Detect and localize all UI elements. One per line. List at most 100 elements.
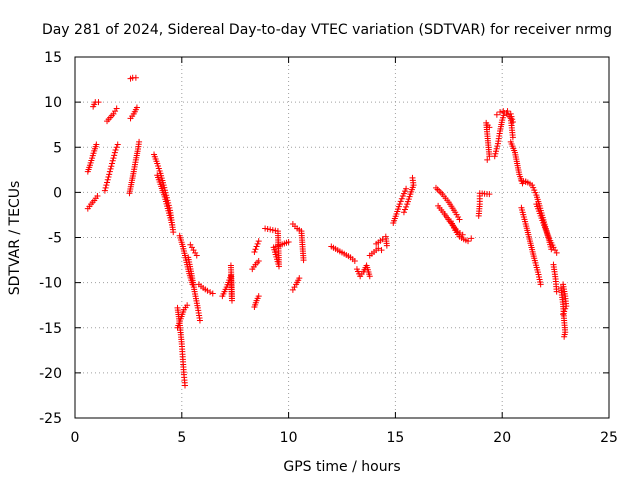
data-point-marker xyxy=(132,74,139,81)
y-axis-title: SDTVAR / TECUs xyxy=(7,181,23,296)
data-point-marker xyxy=(500,108,507,115)
data-point-marker xyxy=(492,150,499,157)
data-point-marker xyxy=(468,235,475,242)
data-point-marker xyxy=(553,288,560,295)
data-point-marker xyxy=(133,104,140,111)
y-tick-label: 0 xyxy=(53,185,62,201)
data-point-marker xyxy=(112,146,119,153)
data-point-marker xyxy=(105,174,112,181)
data-point-marker xyxy=(253,243,260,250)
series-arc-11 xyxy=(174,304,189,389)
series-arc-25 xyxy=(353,262,373,280)
series-arc-27 xyxy=(373,233,390,249)
data-point-marker xyxy=(486,124,493,131)
data-point-marker xyxy=(252,246,259,253)
series-arc-10 xyxy=(154,172,176,228)
series-arc-40 xyxy=(533,201,560,256)
data-point-marker xyxy=(110,155,117,162)
series-arc-29 xyxy=(400,174,417,216)
data-point-marker xyxy=(465,238,472,245)
data-point-marker xyxy=(93,141,100,148)
data-point-marker xyxy=(296,275,303,282)
data-point-marker xyxy=(104,176,111,183)
data-point-marker xyxy=(113,105,120,112)
data-point-marker xyxy=(94,192,101,199)
series-arc-30 xyxy=(432,184,463,223)
series-arc-17 xyxy=(219,262,235,304)
data-point-marker xyxy=(509,116,516,123)
data-point-marker xyxy=(397,198,404,205)
data-point-marker xyxy=(400,209,407,216)
series-arc-37 xyxy=(507,138,529,187)
series-arc-32 xyxy=(447,218,475,245)
data-point-marker xyxy=(108,163,115,170)
series-arc-18 xyxy=(251,293,262,310)
series-arc-01 xyxy=(84,192,101,212)
data-point-marker xyxy=(375,245,382,252)
data-point-marker xyxy=(491,153,498,160)
series-arc-43 xyxy=(560,281,570,318)
data-point-marker xyxy=(509,134,516,141)
series-arc-15 xyxy=(187,241,200,259)
data-point-marker xyxy=(193,252,200,259)
y-tick-label: -20 xyxy=(39,366,62,382)
data-point-marker xyxy=(403,203,410,210)
data-point-marker xyxy=(182,382,189,389)
data-point-marker xyxy=(107,165,114,172)
data-point-marker xyxy=(497,109,504,116)
y-tick-label: 15 xyxy=(44,50,62,66)
series-arc-07 xyxy=(127,104,140,122)
data-point-marker xyxy=(251,248,258,255)
series-arc-39 xyxy=(518,204,544,288)
x-tick-label: 10 xyxy=(280,430,298,446)
series-arc-19 xyxy=(249,257,262,273)
data-point-marker xyxy=(402,206,409,213)
data-point-marker xyxy=(104,179,111,186)
data-point-marker xyxy=(366,273,373,280)
series-arc-16 xyxy=(195,281,216,297)
data-point-marker xyxy=(262,225,269,232)
data-point-marker xyxy=(272,227,279,234)
data-point-marker xyxy=(184,302,191,309)
data-point-marker xyxy=(169,221,176,228)
series-arc-33 xyxy=(475,190,493,219)
data-point-marker xyxy=(204,287,211,294)
y-tick-label: -25 xyxy=(39,411,62,427)
series-arc-34 xyxy=(483,119,493,163)
data-point-marker xyxy=(560,311,567,318)
x-tick-labels: 0 5 10 15 20 25 xyxy=(71,430,618,446)
data-point-marker xyxy=(114,141,121,148)
data-point-marker xyxy=(493,148,500,155)
series-arc-23 xyxy=(289,220,307,264)
data-point-marker xyxy=(113,144,120,151)
data-point-marker xyxy=(456,216,463,223)
data-point-marker xyxy=(267,226,274,233)
series-arc-26 xyxy=(366,245,385,259)
data-point-marker xyxy=(484,156,491,163)
series-arc-02 xyxy=(84,141,100,175)
x-tick-label: 25 xyxy=(600,430,618,446)
data-point-marker xyxy=(136,138,143,145)
data-point-marker xyxy=(109,157,116,164)
x-tick-label: 5 xyxy=(177,430,186,446)
series-arc-14 xyxy=(185,254,203,324)
data-point-marker xyxy=(207,289,214,296)
data-point-marker xyxy=(553,249,560,256)
series-arc-12 xyxy=(174,302,191,331)
data-point-marker xyxy=(102,184,109,191)
data-point-marker xyxy=(562,305,569,312)
data-point-marker xyxy=(403,185,410,192)
data-point-marker xyxy=(378,247,385,254)
data-point-marker xyxy=(109,160,116,167)
series-arc-20 xyxy=(251,238,262,255)
data-point-marker xyxy=(227,262,234,269)
y-tick-label: -5 xyxy=(48,231,62,247)
series-arc-03 xyxy=(90,99,102,110)
x-tick-label: 20 xyxy=(493,430,511,446)
data-point-marker xyxy=(398,195,405,202)
data-point-marker xyxy=(255,238,262,245)
grid-lines xyxy=(75,57,609,418)
y-tick-labels: -25 -20 -15 -10 -5 0 5 10 15 xyxy=(39,50,62,427)
series-arc-06 xyxy=(127,74,139,82)
